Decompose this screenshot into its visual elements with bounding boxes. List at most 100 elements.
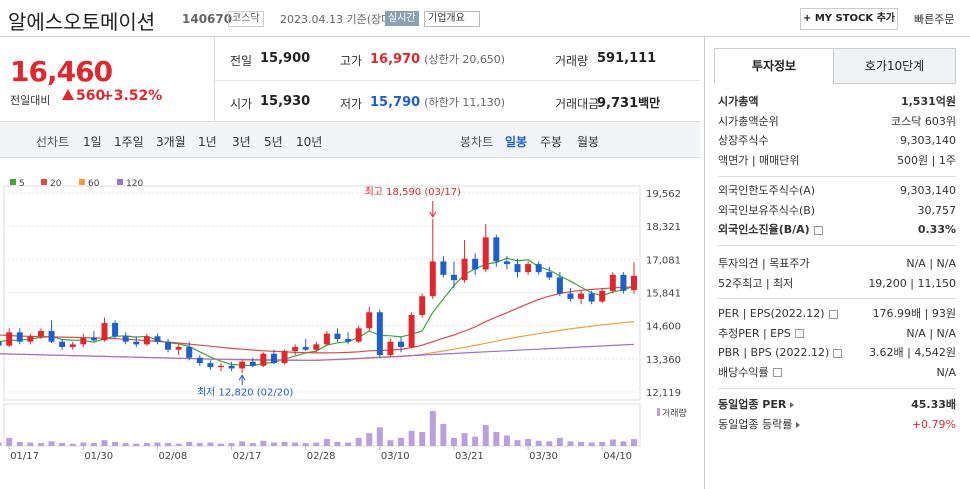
- candle-body: [302, 347, 309, 350]
- summary-label: 거래대금: [555, 97, 600, 111]
- volume-bar: [196, 443, 203, 446]
- y-tick-label: 19,562: [646, 189, 681, 200]
- tab-active[interactable]: 투자정보: [714, 48, 834, 83]
- candle-body: [207, 363, 214, 368]
- summary-value-group: 9,731백만: [597, 94, 660, 111]
- volume-bar: [16, 441, 23, 446]
- up-icon: [62, 89, 74, 100]
- candle-body: [260, 353, 267, 366]
- summary-label: 거래량: [555, 54, 589, 68]
- period-option[interactable]: 3년: [232, 135, 251, 149]
- summary-value-group: 15,790 (하한가 11,130): [370, 94, 505, 110]
- candle-body: [429, 261, 436, 297]
- volume-bar: [546, 441, 553, 446]
- volume-bar: [525, 439, 532, 446]
- company-menu[interactable]: 기업개요: [424, 11, 480, 27]
- volume-bar: [599, 441, 606, 446]
- plot-frame: [3, 185, 641, 401]
- divider: [214, 37, 215, 121]
- volume-bar: [37, 443, 44, 446]
- legend-label: 60: [88, 179, 100, 189]
- info-row: 동일업종 등락률 +0.79%: [718, 415, 956, 434]
- my-stock-button[interactable]: + MY STOCK 추가: [800, 8, 898, 30]
- change-rate: +3.52%: [102, 88, 163, 104]
- info-label: 시가총액순위: [718, 114, 779, 128]
- volume-bar: [334, 441, 341, 446]
- info-value: 1,531억원: [900, 95, 956, 108]
- period-option[interactable]: 주봉: [540, 135, 563, 149]
- info-label: 외국인보유주식수(B): [718, 203, 816, 217]
- candle-body: [122, 336, 129, 342]
- volume-bar: [440, 423, 447, 446]
- candle-body: [154, 336, 161, 342]
- x-tick-label: 01/30: [84, 451, 113, 462]
- candle-body: [69, 344, 76, 348]
- info-row: 시가총액 1,531억원: [718, 92, 956, 111]
- volume-bar: [112, 441, 119, 446]
- volume-bar: [376, 427, 383, 446]
- period-option[interactable]: 월봉: [577, 135, 600, 149]
- candle-body: [440, 261, 447, 275]
- period-option[interactable]: 10년: [296, 135, 323, 149]
- volume-bar: [482, 425, 489, 446]
- candle-body: [450, 274, 457, 281]
- market-badge: 코스닥: [228, 11, 264, 27]
- volume-bar: [133, 443, 140, 446]
- candle-body: [503, 261, 510, 265]
- candle-body: [175, 347, 182, 350]
- info-value: 500원 | 1주: [897, 153, 956, 167]
- low-annotation: 최저 12,820 (02/20): [197, 386, 293, 398]
- candle-body: [599, 290, 606, 302]
- current-price: 16,460: [10, 55, 113, 88]
- volume-bar: [313, 442, 320, 446]
- fast-order[interactable]: 빠른주문: [914, 13, 955, 26]
- info-label: 액면가 | 매매단위: [718, 153, 800, 167]
- volume-bar: [387, 440, 394, 446]
- volume-bar: [228, 443, 235, 446]
- summary-value-group: 16,970 (상한가 20,650): [370, 51, 505, 67]
- volume-bar: [207, 442, 214, 446]
- x-tick-label: 02/17: [233, 451, 262, 462]
- candle-body: [366, 312, 373, 329]
- candle-body: [6, 332, 13, 346]
- info-row: 투자의견 | 목표주가 N/A | N/A: [718, 254, 956, 273]
- info-value: 코스닥 603위: [891, 114, 956, 128]
- x-tick-label: 03/10: [381, 451, 410, 462]
- candle-body: [112, 322, 119, 337]
- info-row: PER | EPS(2022.12) 176.99배 | 93원: [718, 304, 956, 323]
- info-label: 배당수익률: [718, 363, 782, 382]
- my-stock-label: + MY STOCK 추가: [802, 13, 896, 24]
- tab[interactable]: 호가10단계: [833, 48, 956, 84]
- volume-bar: [345, 442, 352, 446]
- legend-swatch: [657, 408, 660, 416]
- candle-body: [90, 337, 97, 341]
- ma-line: [0, 343, 635, 362]
- separator: [718, 388, 956, 389]
- y-tick-label: 14,600: [646, 322, 681, 333]
- info-row: 외국인보유주식수(B) 30,757: [718, 201, 956, 220]
- volume-bar: [323, 439, 330, 446]
- change-label: 전일대비: [10, 94, 51, 107]
- candle-body: [620, 274, 627, 291]
- volume-bar: [122, 443, 129, 446]
- separator: [718, 245, 956, 246]
- y-tick-label: 18,321: [646, 222, 681, 233]
- volume-bar: [165, 443, 172, 446]
- period-option[interactable]: 1일: [83, 135, 102, 149]
- volume-bar: [472, 436, 479, 446]
- period-option[interactable]: 1주일: [114, 135, 144, 149]
- summary-value: 15,900: [260, 51, 311, 66]
- period-option[interactable]: 5년: [264, 135, 283, 149]
- candle-body: [281, 351, 288, 364]
- candle-body: [387, 341, 394, 356]
- info-value: 0.33%: [917, 223, 956, 236]
- info-value: 9,303,140: [900, 134, 956, 147]
- volume-bar: [69, 443, 76, 446]
- period-option[interactable]: 일봉: [505, 135, 528, 149]
- period-option[interactable]: 3개월: [156, 135, 186, 149]
- volume-bar: [270, 442, 277, 446]
- legend-label: 120: [126, 179, 143, 189]
- summary-label: 저가: [340, 97, 363, 111]
- period-option[interactable]: 1년: [198, 135, 217, 149]
- candle-body: [408, 314, 415, 348]
